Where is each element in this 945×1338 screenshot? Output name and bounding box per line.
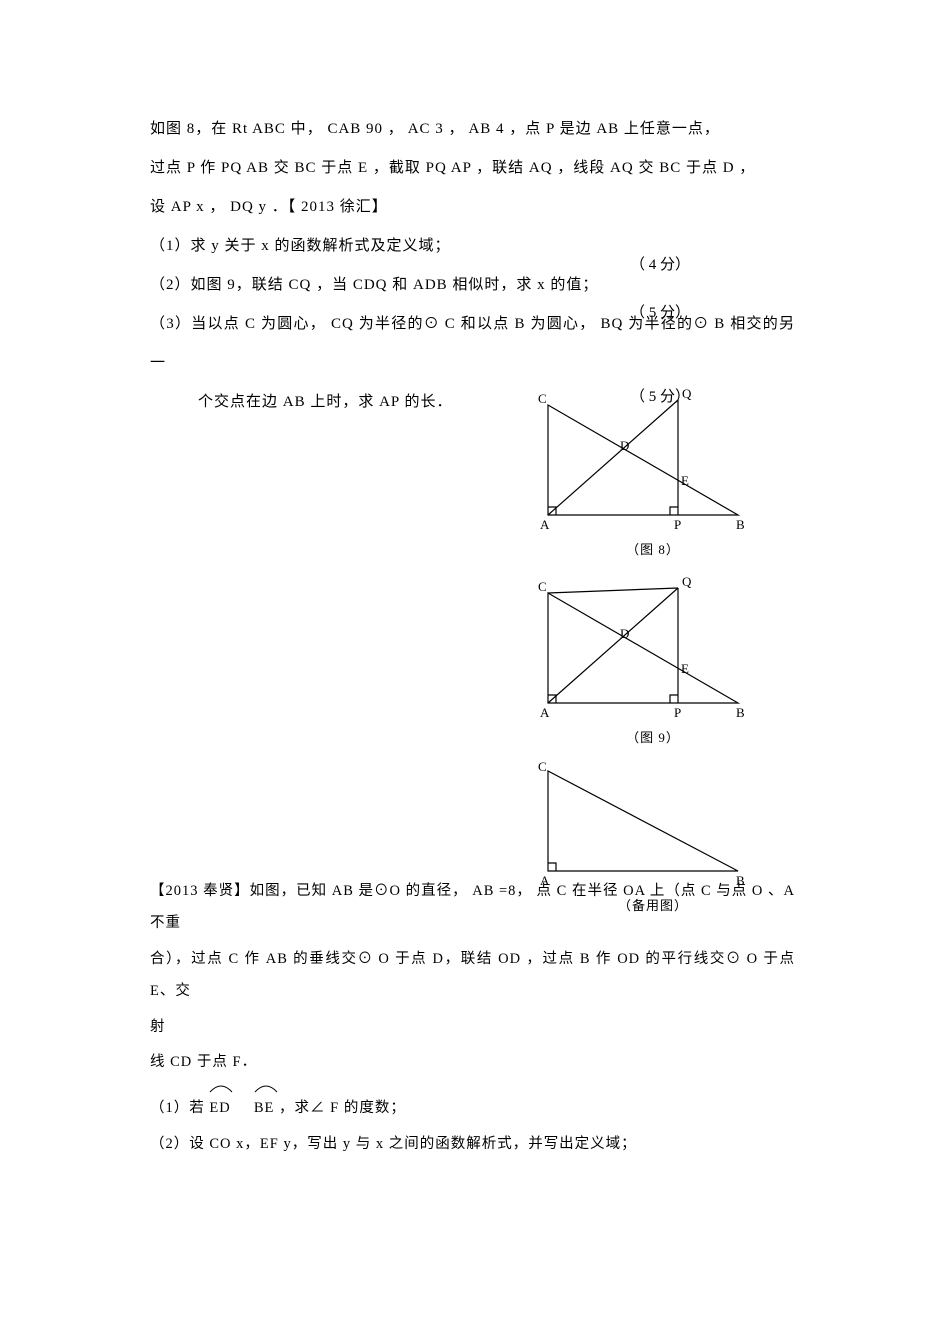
figure-9-caption: （图 9） [538, 721, 768, 755]
p1-line1: 如图 8，在 Rt ABC 中， CAB 90 ， AC 3 ， AB 4 ，点… [150, 110, 795, 149]
label-C3: C [538, 761, 547, 774]
label-A: A [540, 517, 550, 532]
p1-q2: （2）如图 9，联结 CQ ，当 CDQ 和 ADB 相似时，求 x 的值； [150, 266, 795, 305]
page: 如图 8，在 Rt ABC 中， CAB 90 ， AC 3 ， AB 4 ，点… [0, 0, 945, 1338]
arc-ED: ED [209, 1083, 230, 1125]
label-A2: A [540, 705, 550, 720]
label-C: C [538, 391, 547, 406]
figure-8: A B C P Q D E （图 8） [538, 385, 768, 567]
figures-wrap: A B C P Q D E （图 8） [538, 385, 768, 928]
arc-ED-icon [209, 1083, 233, 1093]
p2-q1: （1）若 ED BE ，求∠ F 的度数； [150, 1083, 795, 1125]
p2-line4: 线 CD 于点 F． [150, 1047, 795, 1079]
arc-ED-text: ED [209, 1100, 230, 1116]
label-P: P [674, 517, 681, 532]
label-B3: B [736, 873, 745, 888]
figure-backup: A B C （备用图） [538, 761, 768, 923]
p1-line2: 过点 P 作 PQ AB 交 BC 于点 E ，截取 PQ AP ，联结 AQ … [150, 149, 795, 188]
p1-q3a: （3）当以点 C 为圆心， CQ 为半径的⊙ C 和以点 B 为圆心， BQ 为… [150, 305, 795, 383]
p2-line2: 合），过点 C 作 AB 的垂线交⊙ O 于点 D，联结 OD ，过点 B 作 … [150, 944, 795, 1008]
label-E: E [681, 473, 689, 488]
label-E2: E [681, 661, 689, 676]
label-A3: A [540, 873, 550, 888]
label-Q2: Q [682, 574, 692, 589]
p2-line3: 射 [150, 1012, 795, 1044]
arc-BE: BE [254, 1083, 275, 1125]
p1-line3: 设 AP x ， DQ y ．【 2013 徐汇】 [150, 188, 795, 227]
arc-BE-icon [254, 1083, 278, 1093]
p2-q1-suffix: ，求∠ F 的度数； [279, 1100, 406, 1116]
label-B: B [736, 517, 745, 532]
p1-q2-score: （ 5 分） [630, 294, 690, 333]
label-D: D [620, 438, 629, 453]
label-P2: P [674, 705, 681, 720]
p1-q1: （1）求 y 关于 x 的函数解析式及定义域； [150, 227, 795, 266]
figure-8-caption: （图 8） [538, 533, 768, 567]
p2-q2: （2）设 CO x，EF y，写出 y 与 x 之间的函数解析式，并写出定义域； [150, 1129, 795, 1161]
figure-9: A B C P Q D E （图 9） [538, 573, 768, 755]
p2-q1-prefix: （1）若 [150, 1100, 209, 1116]
figure-backup-caption: （备用图） [538, 889, 768, 923]
label-C2: C [538, 579, 547, 594]
label-B2: B [736, 705, 745, 720]
p1-q1-score: （ 4 分） [630, 246, 690, 285]
arc-BE-text: BE [254, 1100, 275, 1116]
figure-backup-svg: A B C [538, 761, 758, 891]
figure-8-svg: A B C P Q D E [538, 385, 758, 535]
label-D2: D [620, 626, 629, 641]
figure-9-svg: A B C P Q D E [538, 573, 758, 723]
label-Q: Q [682, 386, 692, 401]
